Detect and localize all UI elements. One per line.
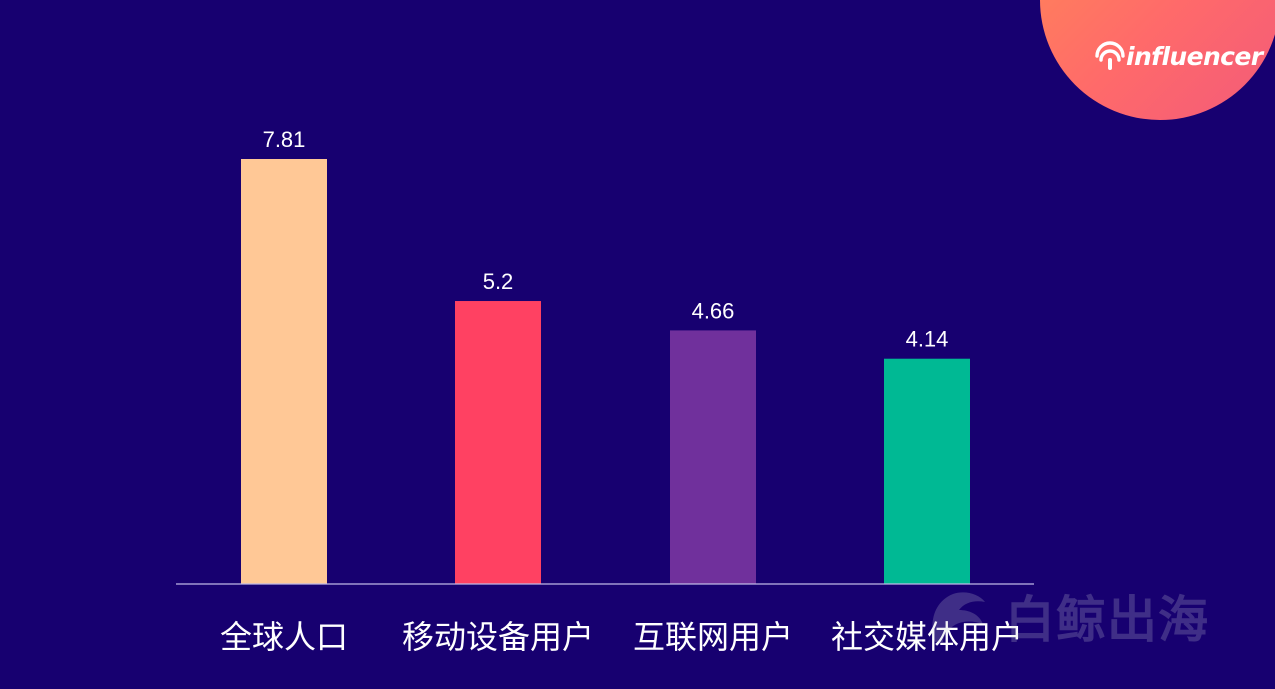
- watermark: 白鲸出海: [925, 580, 1265, 652]
- bar: [884, 358, 970, 584]
- bar: [670, 330, 756, 584]
- category-label: 移动设备用户: [402, 618, 594, 656]
- bar: [455, 301, 541, 584]
- watermark-text: 白鲸出海: [1005, 591, 1209, 649]
- bar-value-label: 7.81: [263, 127, 306, 152]
- category-label: 社交媒体用户: [831, 618, 1023, 656]
- brand-logo: influencer: [1095, 31, 1265, 81]
- bar-value-label: 4.66: [692, 298, 735, 323]
- bar-value-label: 5.2: [483, 269, 514, 294]
- category-label: 互联网用户: [633, 618, 793, 656]
- signal-waves-icon: [1095, 41, 1125, 70]
- whale-tail-icon: [932, 592, 985, 642]
- category-label: 全球人口: [220, 618, 348, 656]
- bar: [241, 159, 327, 584]
- brand-logo-text: influencer: [1126, 41, 1263, 71]
- bar-value-label: 4.14: [906, 327, 949, 352]
